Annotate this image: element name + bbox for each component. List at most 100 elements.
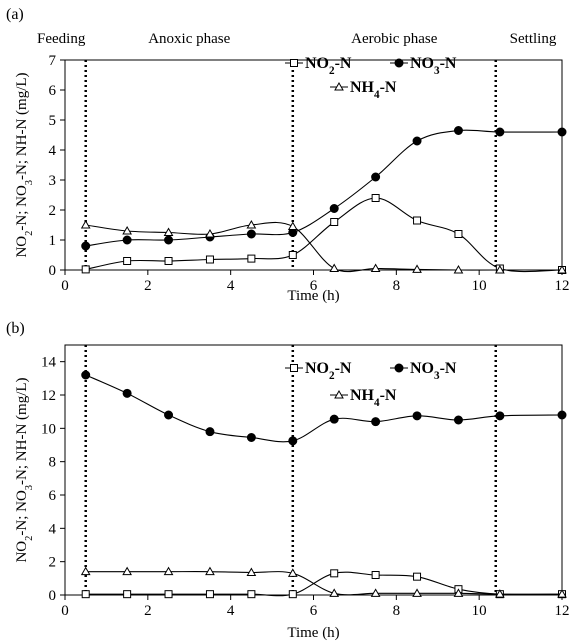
series-no3n	[81, 370, 567, 446]
x-tick-label: 6	[310, 278, 318, 294]
series-no2n	[81, 569, 566, 599]
data-point	[163, 227, 174, 236]
data-point	[412, 264, 422, 273]
legend-label: NH4-N	[350, 79, 397, 101]
x-tick-label: 2	[144, 603, 152, 619]
data-point	[205, 566, 215, 576]
y-tick-label: 4	[49, 143, 57, 159]
legend-entry: NO3-N	[390, 360, 457, 382]
data-point	[164, 257, 173, 265]
data-point	[453, 264, 464, 274]
data-point	[330, 569, 339, 578]
data-point	[413, 216, 422, 225]
plot-frame	[64, 59, 563, 271]
legend-entry: NH4-N	[330, 387, 397, 409]
data-point	[246, 229, 256, 239]
data-point	[371, 194, 380, 202]
data-point	[330, 218, 339, 226]
data-point	[329, 414, 339, 424]
legend-label: NH4-N	[350, 387, 397, 409]
y-tick-label: 10	[41, 421, 56, 437]
legend-label: NO3-N	[410, 360, 457, 382]
y-tick-label: 2	[49, 203, 57, 219]
series-line	[85, 571, 563, 597]
x-tick-label: 4	[227, 603, 235, 619]
data-point	[453, 126, 463, 135]
legend-label: NO2-N	[305, 55, 352, 77]
data-point	[122, 388, 132, 398]
y-axis-label: NO2-N; NO3-N; NH-N (mg/L)	[14, 72, 35, 257]
y-tick-label: 1	[49, 233, 57, 249]
data-point	[164, 410, 174, 420]
x-axis-label: Time (h)	[287, 288, 339, 304]
legend-marker	[290, 59, 298, 67]
x-tick-label: 10	[472, 278, 487, 294]
data-point	[247, 590, 256, 599]
data-point	[81, 590, 90, 599]
legend-marker	[334, 389, 344, 399]
data-point	[453, 415, 463, 425]
data-point	[123, 590, 132, 599]
series-nh4n	[80, 219, 567, 274]
data-point	[247, 254, 256, 263]
x-tick-label: 12	[555, 603, 570, 619]
data-point	[557, 264, 567, 274]
legend-marker	[394, 363, 404, 373]
data-point	[329, 263, 340, 272]
data-point	[412, 411, 422, 421]
data-point	[164, 590, 173, 599]
legend-label: NO2-N	[305, 360, 352, 382]
data-point	[122, 225, 132, 235]
data-point	[287, 568, 298, 577]
data-point	[495, 589, 505, 598]
panel-label: (b)	[6, 320, 25, 337]
series-no3n	[81, 126, 567, 251]
x-tick-label: 0	[61, 278, 69, 294]
data-point	[122, 235, 132, 245]
y-tick-label: 0	[49, 263, 57, 279]
phase-label: Aerobic phase	[351, 31, 438, 47]
data-point	[164, 235, 174, 245]
data-point	[495, 127, 505, 137]
data-point	[81, 241, 91, 251]
y-tick-label: 2	[49, 555, 57, 571]
data-point	[288, 590, 297, 599]
panel-label: (a)	[6, 6, 24, 23]
data-point	[287, 221, 298, 230]
data-point	[246, 567, 257, 576]
y-tick-label: 8	[49, 455, 57, 471]
legend-marker	[334, 81, 344, 91]
data-point	[80, 566, 91, 576]
y-tick-label: 6	[49, 488, 57, 504]
data-point	[329, 588, 340, 597]
y-axis-label: NO2-N; NO3-N; NH-N (mg/L)	[14, 377, 35, 562]
y-tick-label: 5	[49, 113, 57, 129]
x-tick-label: 2	[144, 278, 152, 294]
legend-marker	[394, 58, 404, 68]
data-point	[370, 263, 381, 272]
data-point	[557, 127, 567, 137]
series-line	[85, 129, 563, 247]
y-tick-label: 6	[49, 83, 57, 99]
data-point	[205, 427, 215, 437]
y-tick-label: 3	[49, 173, 57, 189]
data-point	[80, 219, 91, 229]
data-point	[246, 433, 256, 442]
data-point	[453, 588, 464, 597]
data-point	[371, 417, 381, 427]
data-point	[81, 370, 91, 380]
data-point	[246, 219, 257, 229]
y-tick-label: 0	[49, 588, 57, 604]
data-point	[81, 265, 90, 274]
data-point	[557, 410, 567, 420]
data-point	[412, 136, 422, 146]
data-point	[412, 588, 422, 597]
series-no2n	[81, 194, 566, 274]
legend-marker	[290, 364, 298, 372]
y-tick-label: 12	[41, 388, 56, 404]
y-tick-label: 7	[49, 53, 57, 69]
x-tick-label: 8	[393, 278, 401, 294]
legend-label: NO3-N	[410, 55, 457, 77]
data-point	[370, 588, 381, 597]
